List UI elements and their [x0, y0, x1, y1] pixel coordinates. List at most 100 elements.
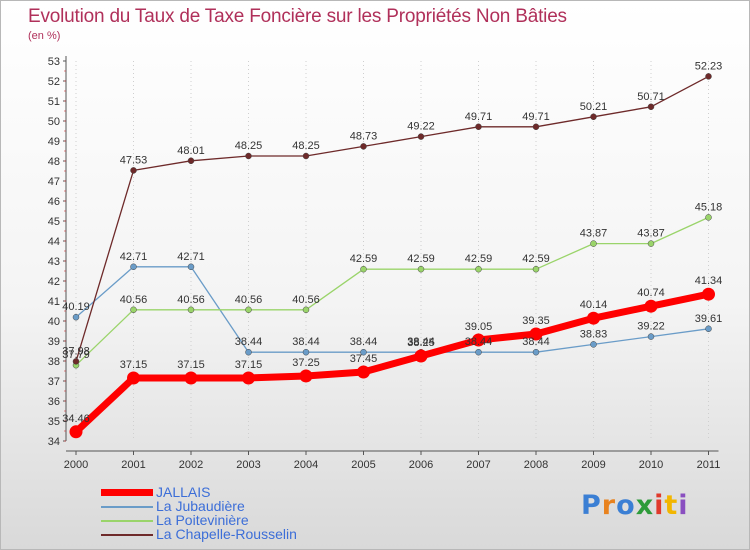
data-point	[647, 103, 655, 111]
data-label: 38.44	[465, 336, 493, 348]
data-point	[702, 287, 715, 301]
data-point	[587, 311, 600, 325]
data-point	[532, 348, 540, 356]
legend-item: JALLAIS	[101, 484, 361, 500]
data-point	[475, 123, 482, 131]
y-tick-label: 44	[48, 236, 60, 248]
logo-letter: r	[601, 490, 617, 521]
logo-letter: i	[654, 490, 665, 521]
data-point	[532, 123, 540, 131]
data-point	[130, 306, 137, 314]
legend-swatch	[101, 489, 153, 496]
data-label: 40.56	[235, 294, 263, 306]
data-point	[302, 152, 310, 160]
data-label: 40.56	[177, 294, 205, 306]
series-line-1	[75, 266, 710, 353]
x-tick-label: 2005	[351, 459, 375, 471]
legend-label: JALLAIS	[156, 484, 211, 500]
data-label: 45.18	[695, 201, 723, 213]
data-label: 39.61	[695, 313, 723, 325]
data-point	[590, 341, 597, 348]
data-point	[532, 265, 540, 273]
data-label: 52.23	[695, 60, 723, 72]
proxiti-logo: Proxiti	[581, 490, 689, 521]
y-tick-label: 36	[48, 396, 60, 408]
y-tick-label: 52	[48, 76, 60, 88]
data-label: 50.71	[637, 91, 665, 103]
data-point	[245, 152, 252, 160]
data-point	[184, 371, 198, 385]
data-point	[69, 425, 83, 439]
x-tick-label: 2000	[64, 459, 88, 471]
y-tick-label: 41	[48, 296, 60, 308]
logo-letter: x	[635, 490, 655, 521]
logo-letter: P	[581, 490, 602, 521]
logo-letter: i	[678, 490, 689, 521]
data-point	[647, 333, 655, 340]
y-tick-label: 50	[48, 116, 60, 128]
data-point	[72, 358, 80, 365]
data-label: 39.05	[465, 321, 493, 333]
data-label: 42.71	[177, 251, 205, 263]
data-label: 48.25	[292, 140, 320, 152]
data-label: 49.71	[465, 111, 493, 123]
data-label: 34.46	[62, 413, 90, 425]
data-label: 39.35	[522, 315, 550, 327]
data-point	[130, 167, 137, 174]
legend: JALLAIS La Jubaudière La Poitevinière La Ch…	[101, 484, 361, 542]
data-label: 40.74	[637, 287, 665, 299]
legend-item: La Chapelle-Rousselin	[101, 526, 361, 542]
y-tick-label: 42	[48, 276, 60, 288]
legend-label: La Poitevinière	[156, 512, 249, 528]
data-label: 43.87	[580, 228, 608, 240]
data-point	[357, 365, 370, 379]
x-tick-label: 2006	[409, 459, 433, 471]
data-point	[647, 240, 655, 247]
legend-label: La Jubaudière	[156, 498, 245, 514]
x-tick-label: 2003	[236, 459, 260, 471]
data-labels: 40.19 42.71 42.71 38.44 38.44 38.44 38.44 38.44…	[62, 60, 722, 424]
data-point	[130, 263, 137, 271]
y-tick-label: 40	[48, 316, 60, 328]
data-point	[705, 73, 712, 80]
data-label: 49.22	[407, 121, 435, 133]
legend-swatch	[101, 506, 153, 508]
legend-swatch	[101, 534, 153, 536]
unit-label: (en %)	[28, 30, 61, 42]
y-tick-label: 49	[48, 136, 60, 148]
y-tick-label: 35	[48, 416, 60, 428]
data-point	[590, 240, 597, 247]
data-point	[360, 348, 367, 356]
data-point	[242, 371, 255, 385]
y-tick-label: 43	[48, 256, 60, 268]
data-label: 37.98	[62, 345, 90, 357]
data-point	[360, 265, 367, 273]
data-label: 50.21	[580, 101, 608, 113]
data-point	[705, 214, 712, 221]
data-label: 38.44	[235, 336, 263, 348]
data-label: 49.71	[522, 111, 550, 123]
series-line-0	[72, 290, 712, 436]
data-point	[299, 369, 313, 383]
data-label: 40.56	[292, 294, 320, 306]
legend-item: La Poitevinière	[101, 512, 361, 528]
data-point	[417, 265, 425, 273]
series-line-3	[75, 75, 710, 363]
data-label: 39.22	[637, 321, 665, 333]
data-point	[302, 348, 310, 356]
y-tick-label: 51	[48, 96, 60, 108]
data-label: 48.25	[235, 140, 263, 152]
y-tick-label: 38	[48, 356, 60, 368]
y-tick-label: 46	[48, 196, 60, 208]
data-label: 48.01	[177, 145, 205, 157]
data-label: 43.87	[637, 228, 665, 240]
data-label: 42.59	[350, 253, 378, 265]
x-tick-label: 2010	[639, 459, 663, 471]
data-label: 42.59	[407, 253, 435, 265]
data-label: 37.15	[235, 359, 263, 371]
data-label: 38.44	[350, 336, 378, 348]
data-label: 42.59	[522, 253, 550, 265]
data-point	[644, 299, 658, 313]
data-point	[472, 333, 485, 347]
